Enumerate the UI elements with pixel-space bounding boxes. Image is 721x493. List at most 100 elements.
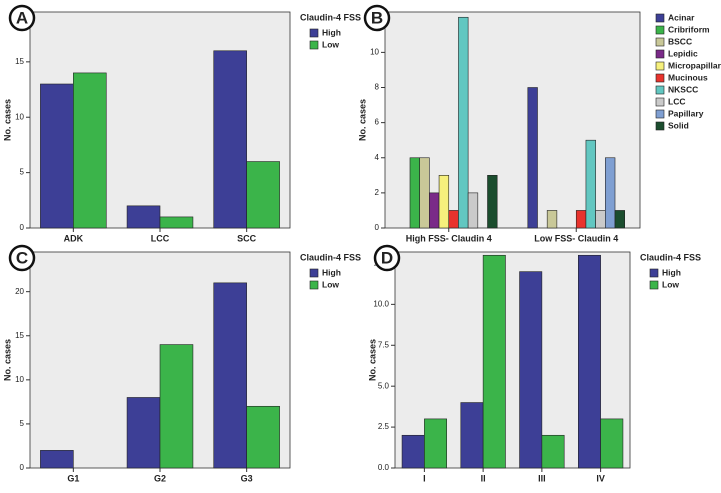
y-axis-label: No. cases	[357, 99, 367, 141]
y-tick-label: 0	[375, 223, 380, 232]
legend-label: Micropapillary	[668, 60, 721, 70]
y-axis-label: No. cases	[367, 339, 377, 381]
bar	[159, 216, 194, 229]
x-tick-label: I	[423, 473, 426, 483]
panel-badge	[8, 4, 36, 32]
bar	[246, 161, 280, 229]
panel-label: C	[16, 248, 28, 267]
legend-title: Claudin-4 FSS	[300, 12, 361, 22]
legend-title: Claudin-4 FSS	[300, 252, 361, 262]
y-tick-label: 15	[15, 331, 24, 340]
y-tick-label: 8	[375, 83, 380, 92]
bar	[458, 16, 469, 229]
bar	[605, 157, 616, 229]
legend-label: Low	[662, 279, 679, 289]
bar	[577, 254, 601, 469]
bar	[438, 175, 450, 229]
legend-label: LCC	[668, 96, 685, 106]
bar	[40, 450, 74, 469]
y-tick-label: 0	[20, 223, 25, 232]
y-tick-label: 10	[370, 47, 379, 56]
panel-badge	[8, 244, 36, 272]
legend-swatch	[309, 280, 319, 290]
legend-swatch	[649, 268, 659, 278]
x-tick-label: SCC	[237, 233, 257, 243]
bar	[467, 192, 479, 229]
bar	[527, 87, 538, 229]
bar	[73, 72, 107, 229]
legend-label: Cribriform	[668, 24, 710, 34]
y-tick-label: 15	[15, 57, 24, 66]
legend-title: Claudin-4 FSS	[640, 252, 701, 262]
bar	[213, 282, 247, 469]
legend-swatch	[309, 40, 319, 50]
y-tick-label: 2	[375, 188, 380, 197]
panel-label: B	[371, 8, 383, 27]
legend-label: High	[322, 267, 341, 277]
bar	[429, 192, 440, 229]
legend-swatch	[309, 268, 319, 278]
bar	[614, 210, 626, 229]
y-tick-label: 4	[375, 153, 380, 162]
x-tick-label: ADK	[64, 233, 84, 243]
y-tick-label: 5	[20, 168, 25, 177]
legend-label: Papillary	[668, 108, 704, 118]
legend-label: Low	[322, 39, 339, 49]
bar	[401, 434, 425, 469]
legend-swatch	[309, 28, 319, 38]
x-tick-label: II	[481, 473, 486, 483]
x-tick-label: III	[538, 473, 546, 483]
legend-swatch	[655, 97, 665, 107]
x-tick-label: IV	[596, 473, 605, 483]
legend-swatch	[655, 85, 665, 95]
x-tick-label: G3	[241, 473, 253, 483]
bar	[482, 254, 506, 469]
legend-swatch	[655, 121, 665, 131]
bar	[126, 397, 161, 469]
y-tick-label: 0.0	[378, 463, 390, 472]
bar	[546, 210, 558, 229]
legend-swatch	[655, 37, 665, 47]
legend-label: Acinar	[668, 12, 695, 22]
bar	[409, 157, 420, 229]
bar	[126, 205, 161, 229]
y-tick-label: 5.0	[378, 381, 390, 390]
bar	[585, 139, 596, 229]
y-tick-label: 10	[15, 112, 24, 121]
legend-label: Lepidic	[668, 48, 698, 58]
y-tick-label: 0	[20, 463, 25, 472]
legend-label: BSCC	[668, 36, 692, 46]
bar	[541, 434, 565, 469]
legend-swatch	[649, 280, 659, 290]
legend-swatch	[655, 13, 665, 23]
bar	[424, 418, 448, 469]
x-tick-label: Low FSS- Claudin 4	[534, 233, 618, 243]
y-tick-label: 10	[15, 375, 24, 384]
legend-label: High	[662, 267, 681, 277]
y-tick-label: 10.0	[373, 299, 389, 308]
panel-badge	[363, 4, 391, 32]
bar	[575, 210, 587, 229]
legend-label: Solid	[668, 120, 689, 130]
y-tick-label: 7.5	[378, 340, 390, 349]
x-tick-label: G1	[67, 473, 79, 483]
y-tick-label: 2.5	[378, 422, 390, 431]
bar	[419, 157, 430, 229]
panel-label: D	[381, 248, 393, 267]
y-tick-label: 5	[20, 419, 25, 428]
legend-swatch	[655, 61, 665, 71]
panel-label: A	[16, 8, 28, 27]
legend-label: Low	[322, 279, 339, 289]
bar	[448, 210, 459, 229]
y-tick-label: 20	[15, 287, 24, 296]
legend-label: Mucinous	[668, 72, 708, 82]
y-axis-label: No. cases	[2, 339, 12, 381]
legend-label: High	[322, 27, 341, 37]
bar	[595, 210, 606, 229]
bar	[246, 405, 280, 469]
x-tick-label: G2	[154, 473, 166, 483]
bar	[600, 418, 624, 469]
legend-swatch	[655, 109, 665, 119]
legend-label: NKSCC	[668, 84, 698, 94]
